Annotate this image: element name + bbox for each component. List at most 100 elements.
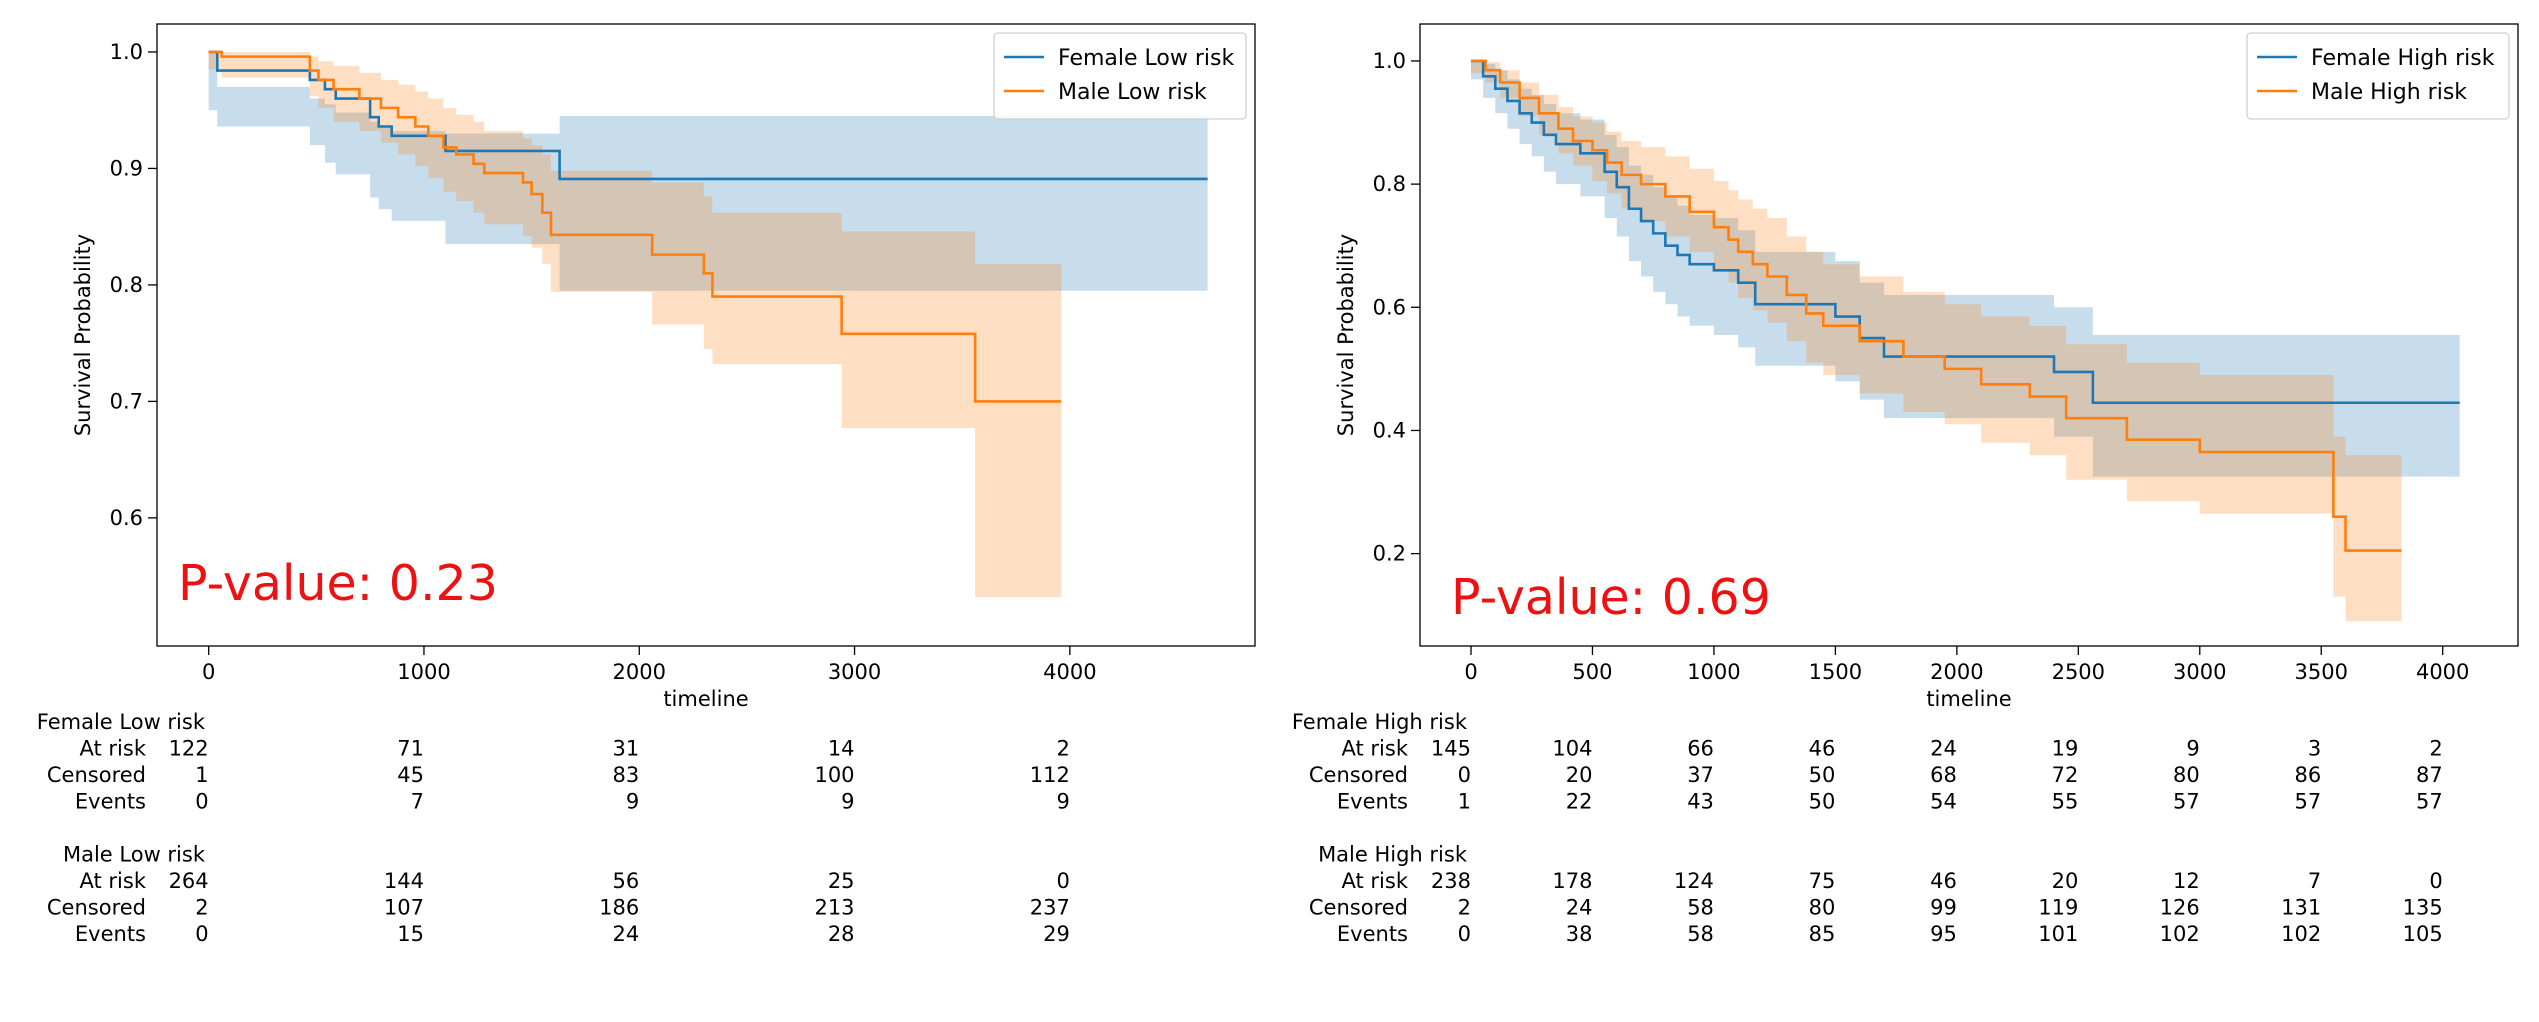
risk-table-cell: 7 xyxy=(411,790,424,814)
risk-table-cell: 9 xyxy=(626,790,639,814)
x-tick-label: 0 xyxy=(1464,660,1477,684)
risk-table-group-title: Male Low risk xyxy=(63,843,206,867)
risk-table-group: Female High risk At risk 145 104 66 46 24 19 9 3 2… xyxy=(1292,710,2443,814)
risk-table-cell: 105 xyxy=(2403,922,2443,946)
risk-table-row-label: Censored xyxy=(1309,763,1408,787)
risk-table-cell: 57 xyxy=(2173,790,2200,814)
y-tick-label: 1.0 xyxy=(1373,49,1406,73)
risk-table-row-label: At risk xyxy=(80,869,147,893)
risk-table-cell: 50 xyxy=(1809,763,1836,787)
survival-line-female xyxy=(1471,59,2460,405)
p-value-label: P-value: 0.69 xyxy=(1451,569,1771,626)
risk-table-cell: 31 xyxy=(613,737,640,761)
risk-table-row-label: Events xyxy=(1337,922,1408,946)
x-tick-label: 500 xyxy=(1572,660,1612,684)
risk-table-cell: 56 xyxy=(613,869,640,893)
survival-line-male xyxy=(208,50,1062,403)
risk-table-cell: 55 xyxy=(2052,790,2079,814)
x-tick-label: 4000 xyxy=(2416,660,2469,684)
y-axis-label: Survival Probability xyxy=(1334,234,1358,436)
risk-table-cell: 24 xyxy=(1566,896,1593,920)
risk-table-cell: 68 xyxy=(1930,763,1957,787)
risk-table-cell: 54 xyxy=(1930,790,1957,814)
x-tick-label: 2000 xyxy=(613,660,666,684)
risk-table-cell: 112 xyxy=(1030,763,1070,787)
risk-table-cell: 3 xyxy=(2308,737,2321,761)
risk-table-cell: 102 xyxy=(2160,922,2200,946)
risk-table-cell: 9 xyxy=(841,790,854,814)
risk-table-cell: 124 xyxy=(1674,869,1714,893)
risk-table-cell: 20 xyxy=(2052,869,2079,893)
risk-table-row-label: Censored xyxy=(47,896,146,920)
risk-table-cell: 25 xyxy=(828,869,855,893)
legend-label: Female High risk xyxy=(2311,46,2495,71)
risk-table-cell: 2 xyxy=(195,896,208,920)
risk-table-cell: 9 xyxy=(1056,790,1069,814)
risk-table-cell: 75 xyxy=(1809,869,1836,893)
risk-table-row-label: At risk xyxy=(80,737,147,761)
risk-table-cell: 57 xyxy=(2416,790,2443,814)
risk-table-cell: 2 xyxy=(2429,737,2442,761)
legend-box xyxy=(993,32,1247,120)
x-tick-label: 1500 xyxy=(1809,660,1862,684)
risk-table-cell: 178 xyxy=(1552,869,1592,893)
risk-table-cell: 0 xyxy=(195,922,208,946)
risk-table-cell: 264 xyxy=(169,869,209,893)
risk-table-cell: 43 xyxy=(1687,790,1714,814)
km-chart-1: 0 1000 2000 3000 40000.60.70.80.91.0timeline… xyxy=(37,23,1256,946)
risk-table-cell: 72 xyxy=(2052,763,2079,787)
legend-label: Male Low risk xyxy=(1058,80,1207,105)
x-tick-label: 2000 xyxy=(1930,660,1983,684)
risk-table-cell: 186 xyxy=(599,896,639,920)
risk-table-cell: 213 xyxy=(814,896,854,920)
risk-table-cell: 12 xyxy=(2173,869,2200,893)
risk-table-cell: 0 xyxy=(195,790,208,814)
legend-label: Female Low risk xyxy=(1058,46,1234,71)
x-tick-label: 4000 xyxy=(1043,660,1096,684)
risk-table-cell: 50 xyxy=(1809,790,1836,814)
risk-table-cell: 122 xyxy=(169,737,209,761)
risk-table-cell: 144 xyxy=(384,869,424,893)
x-tick-label: 3500 xyxy=(2295,660,2348,684)
y-axis-label: Survival Probability xyxy=(71,234,95,436)
risk-table-cell: 14 xyxy=(828,737,855,761)
y-tick-label: 0.7 xyxy=(110,389,143,413)
risk-table-cell: 28 xyxy=(828,922,855,946)
x-tick-label: 2500 xyxy=(2052,660,2105,684)
confidence-band-female xyxy=(1471,60,2460,477)
risk-table-row-label: Events xyxy=(1337,790,1408,814)
risk-table-cell: 71 xyxy=(397,737,424,761)
risk-table-cell: 24 xyxy=(1930,737,1957,761)
risk-table-cell: 0 xyxy=(1056,869,1069,893)
x-tick-label: 0 xyxy=(202,660,215,684)
risk-table-row-label: Events xyxy=(75,790,146,814)
risk-table-row-label: At risk xyxy=(1342,869,1409,893)
plot-frame xyxy=(1419,23,2519,647)
risk-table-cell: 126 xyxy=(2160,896,2200,920)
risk-table-group-title: Female Low risk xyxy=(37,710,206,734)
risk-table-cell: 38 xyxy=(1566,922,1593,946)
risk-table-cell: 1 xyxy=(195,763,208,787)
p-value-label: P-value: 0.23 xyxy=(178,555,498,612)
y-tick-label: 1.0 xyxy=(110,40,143,64)
risk-table-cell: 87 xyxy=(2416,763,2443,787)
risk-table-cell: 58 xyxy=(1687,922,1714,946)
risk-table-cell: 83 xyxy=(613,763,640,787)
risk-table-cell: 20 xyxy=(1566,763,1593,787)
y-tick-label: 0.6 xyxy=(110,506,143,530)
risk-table-cell: 100 xyxy=(814,763,854,787)
risk-table-cell: 9 xyxy=(2186,737,2199,761)
risk-table-cell: 15 xyxy=(397,922,424,946)
risk-table-cell: 80 xyxy=(2173,763,2200,787)
y-tick-label: 0.4 xyxy=(1373,418,1406,442)
x-tick-label: 3000 xyxy=(2173,660,2226,684)
risk-table-cell: 99 xyxy=(1930,896,1957,920)
risk-table-cell: 0 xyxy=(2429,869,2442,893)
confidence-band-male xyxy=(208,51,1062,598)
risk-table-cell: 22 xyxy=(1566,790,1593,814)
x-tick-label: 3000 xyxy=(828,660,881,684)
risk-table-cell: 2 xyxy=(1458,896,1471,920)
risk-table-cell: 2 xyxy=(1056,737,1069,761)
